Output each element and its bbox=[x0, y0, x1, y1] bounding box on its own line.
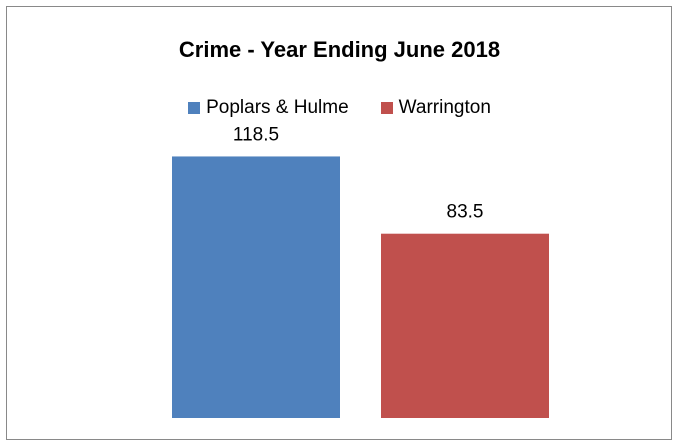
plot-area: 118.5 83.5 bbox=[172, 124, 549, 419]
legend-item-warrington: Warrington bbox=[380, 97, 491, 119]
legend-label-poplars-hulme: Poplars & Hulme bbox=[206, 97, 349, 118]
legend-item-poplars-hulme: Poplars & Hulme bbox=[188, 97, 349, 119]
chart-area: Crime - Year Ending June 2018 Poplars & … bbox=[6, 6, 672, 440]
bar-poplars-hulme bbox=[172, 156, 340, 419]
data-label-poplars-hulme: 118.5 bbox=[233, 124, 279, 145]
legend-swatch-warrington bbox=[380, 102, 393, 114]
data-label-warrington: 83.5 bbox=[447, 202, 484, 223]
legend: Poplars & Hulme Warrington bbox=[7, 97, 672, 119]
legend-swatch-poplars-hulme bbox=[188, 102, 201, 114]
bar-warrington bbox=[381, 233, 549, 418]
legend-label-warrington: Warrington bbox=[398, 97, 491, 118]
chart-title: Crime - Year Ending June 2018 bbox=[178, 37, 501, 62]
